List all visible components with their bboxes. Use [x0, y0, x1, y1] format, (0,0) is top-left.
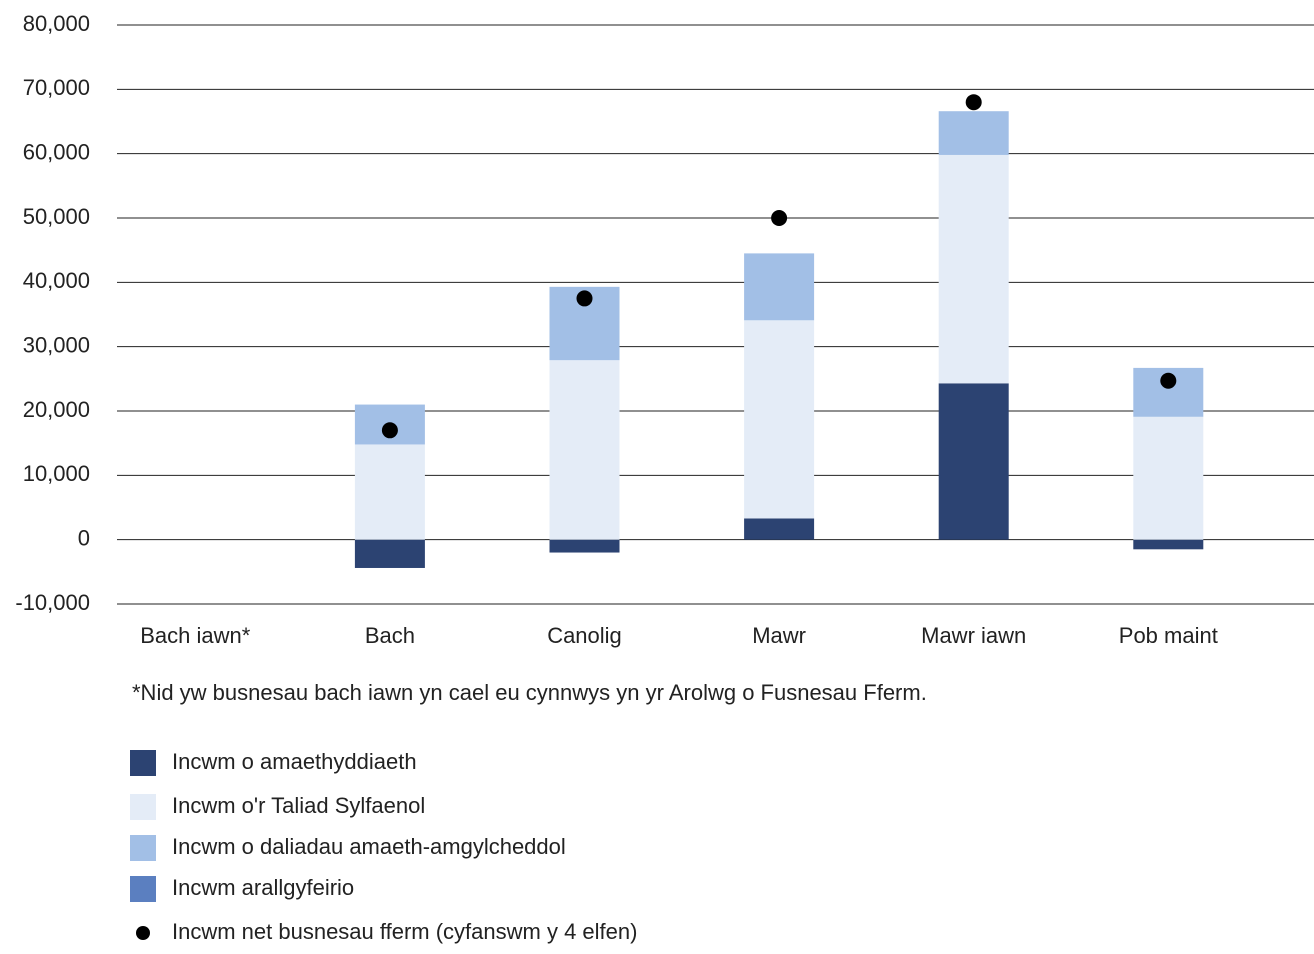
legend-swatch: [130, 794, 156, 820]
net-income-dot: [1160, 372, 1177, 389]
y-tick-label: 0: [78, 525, 90, 550]
y-tick-label: 40,000: [23, 268, 90, 293]
x-tick-label: Pob maint: [1119, 623, 1218, 648]
legend-label: Incwm net busnesau fferm (cyfanswm y 4 e…: [172, 919, 637, 944]
bar-segment: [744, 320, 815, 519]
y-tick-label: 10,000: [23, 461, 90, 486]
bar-segment: [744, 518, 815, 540]
y-tick-label: 20,000: [23, 397, 90, 422]
legend-swatch: [130, 835, 156, 861]
x-tick-label: Bach iawn*: [140, 623, 251, 648]
y-tick-label: -10,000: [15, 590, 90, 615]
y-tick-label: 60,000: [23, 139, 90, 164]
bar-segment: [549, 360, 620, 540]
legend-label: Incwm o'r Taliad Sylfaenol: [172, 793, 425, 818]
bar-segment: [354, 444, 425, 540]
bar-segment: [354, 539, 425, 568]
bar-segment: [938, 383, 1009, 540]
net-income-dot: [771, 210, 788, 226]
net-income-dot: [965, 94, 982, 111]
legend-label: Incwm arallgyfeirio: [172, 875, 354, 900]
bar-segment: [938, 111, 1009, 155]
y-tick-label: 80,000: [23, 11, 90, 36]
bar-segment: [1133, 539, 1204, 550]
y-tick-label: 50,000: [23, 204, 90, 229]
legend-swatch: [130, 876, 156, 902]
x-tick-label: Mawr iawn: [921, 623, 1026, 648]
bar-segment: [938, 154, 1009, 384]
bar-segment: [1133, 416, 1204, 540]
x-tick-label: Mawr: [752, 623, 806, 648]
x-tick-label: Canolig: [547, 623, 622, 648]
net-income-dot: [381, 422, 398, 439]
legend-label: Incwm o daliadau amaeth-amgylcheddol: [172, 834, 566, 859]
legend-label: Incwm o amaethyddiaeth: [172, 749, 417, 774]
bar-segment: [744, 253, 815, 321]
net-income-dot: [576, 290, 593, 307]
x-tick-label: Bach: [365, 623, 415, 648]
footnote: *Nid yw busnesau bach iawn yn cael eu cy…: [132, 680, 927, 705]
legend-swatch: [130, 750, 156, 776]
y-tick-label: 30,000: [23, 332, 90, 357]
y-tick-label: 70,000: [23, 75, 90, 100]
bar-segment: [549, 539, 620, 553]
legend-dot: [136, 926, 150, 940]
